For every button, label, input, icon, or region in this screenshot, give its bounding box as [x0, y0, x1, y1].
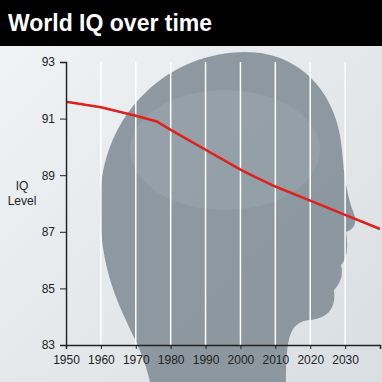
tick: 2020 — [297, 345, 324, 367]
tick: 85 — [42, 282, 66, 296]
tick: 89 — [42, 169, 66, 183]
tick-mark — [101, 345, 102, 349]
tick-label: 91 — [42, 112, 56, 126]
tick-label: 1960 — [88, 353, 115, 367]
tick: 1980 — [158, 345, 185, 367]
tick: 91 — [42, 112, 66, 126]
grid-line — [135, 62, 137, 345]
grid-line — [240, 62, 242, 345]
tick-mark — [60, 175, 66, 176]
tick: 83 — [42, 338, 66, 352]
tick: 93 — [42, 55, 66, 69]
grid-line — [205, 62, 207, 345]
chart: World IQ over time 1950 1960 1970 1980 1990 20… — [0, 0, 382, 382]
tick-label: 1980 — [158, 353, 185, 367]
tick-label: 2030 — [332, 353, 359, 367]
tick-mark — [275, 345, 276, 349]
tick-mark — [60, 232, 66, 233]
plot-area — [66, 102, 380, 229]
data-line — [66, 102, 380, 229]
tick-label: 85 — [42, 282, 56, 296]
head-silhouette — [100, 52, 355, 382]
tick: 1960 — [88, 345, 115, 367]
tick-label: 2000 — [228, 353, 255, 367]
grid-line — [170, 62, 172, 345]
y-axis: 83 85 87 89 91 93 — [42, 55, 67, 352]
tick-mark — [60, 288, 66, 289]
tick-label: 1990 — [193, 353, 220, 367]
tick-mark — [60, 345, 66, 346]
tick-mark — [60, 62, 66, 63]
grid-line — [344, 62, 346, 345]
tick: 2030 — [332, 345, 359, 367]
tick-mark — [310, 345, 311, 349]
grid-line — [100, 62, 102, 345]
tick: 2000 — [228, 345, 255, 367]
axis-line — [60, 63, 67, 346]
tick: 1990 — [193, 345, 220, 367]
title: World IQ over time — [8, 10, 212, 36]
tick-mark — [345, 345, 346, 349]
tick: 1950 — [53, 345, 80, 367]
tick: 87 — [42, 225, 66, 239]
tick-mark — [171, 345, 172, 349]
tick-label: 1950 — [53, 353, 80, 367]
grid-line — [275, 62, 277, 345]
grid — [66, 62, 345, 345]
tick: 1970 — [123, 345, 150, 367]
y-axis-label: IQLevel — [8, 179, 37, 208]
tick-label: 87 — [42, 225, 56, 239]
tick-mark — [60, 119, 66, 120]
tick: 2010 — [262, 345, 289, 367]
tick-label: 93 — [42, 55, 56, 69]
tick-mark — [136, 345, 137, 349]
tick-label: 89 — [42, 169, 56, 183]
grid-line — [309, 62, 311, 345]
header-bar — [0, 0, 382, 46]
tick-label: 2020 — [297, 353, 324, 367]
background — [0, 0, 382, 382]
x-axis: 1950 1960 1970 1980 1990 2000 2010 2020 2030 — [53, 345, 380, 367]
tick-mark — [240, 345, 241, 349]
axis-line — [67, 346, 381, 350]
tick-label: 83 — [42, 338, 56, 352]
tick-mark — [206, 345, 207, 349]
tick-label: 2010 — [262, 353, 289, 367]
tick-label: 1970 — [123, 353, 150, 367]
